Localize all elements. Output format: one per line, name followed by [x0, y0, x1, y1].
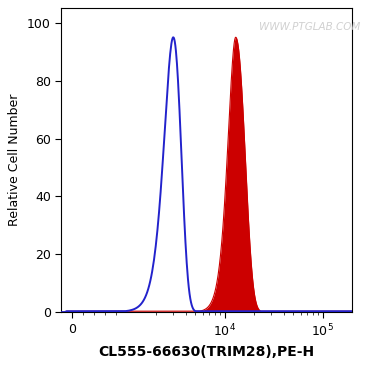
- Text: WWW.PTGLAB.COM: WWW.PTGLAB.COM: [259, 22, 360, 32]
- X-axis label: CL555-66630(TRIM28),PE-H: CL555-66630(TRIM28),PE-H: [98, 345, 314, 359]
- Y-axis label: Relative Cell Number: Relative Cell Number: [9, 94, 21, 226]
